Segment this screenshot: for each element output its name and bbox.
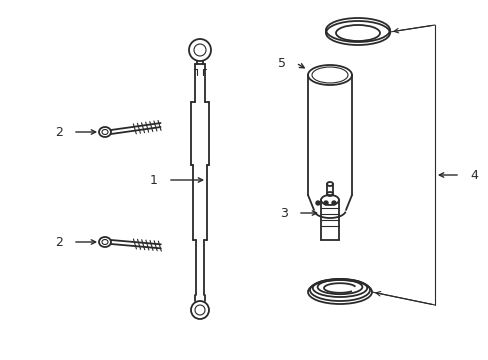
Text: 2: 2 xyxy=(55,126,63,139)
Text: 2: 2 xyxy=(55,235,63,248)
Text: 5: 5 xyxy=(278,57,285,69)
Circle shape xyxy=(331,201,335,205)
Circle shape xyxy=(324,201,327,205)
Circle shape xyxy=(315,201,319,205)
Text: 3: 3 xyxy=(280,207,287,220)
Text: 1: 1 xyxy=(150,174,158,186)
Text: 4: 4 xyxy=(469,168,477,181)
